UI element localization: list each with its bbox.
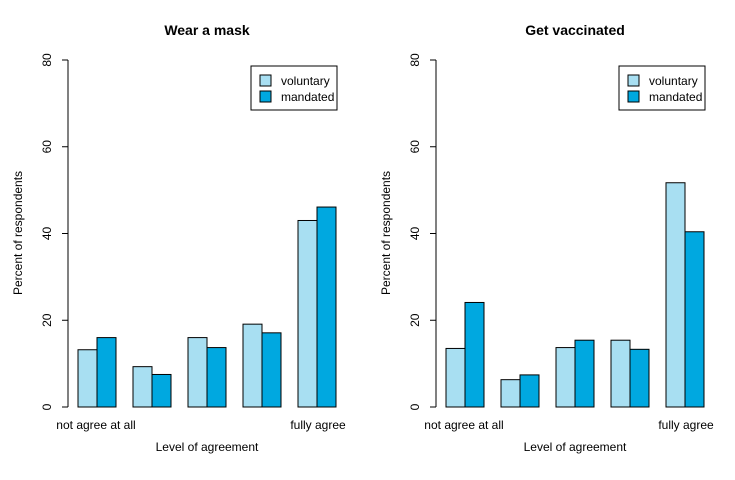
legend-swatch-mandated bbox=[627, 90, 640, 103]
bar-voluntary-3 bbox=[187, 337, 208, 408]
x-axis-label: Level of agreement bbox=[524, 440, 627, 454]
chart-title: Get vaccinated bbox=[525, 22, 625, 38]
chart-panel-vaccinated: Get vaccinated 0 20 40 60 80 not agree at al… bbox=[379, 22, 714, 454]
bar-voluntary-4 bbox=[242, 323, 263, 408]
bar-mandated-3 bbox=[206, 347, 227, 408]
bar-voluntary-4 bbox=[610, 339, 631, 408]
y-tick-label: 0 bbox=[408, 403, 422, 410]
legend-swatch-voluntary bbox=[627, 74, 640, 87]
y-ticks: 0 20 40 60 80 bbox=[40, 53, 68, 410]
bar-mandated-5 bbox=[316, 206, 337, 408]
bar-voluntary-2 bbox=[500, 379, 521, 408]
bar-mandated-1 bbox=[96, 337, 117, 408]
bar-mandated-4 bbox=[629, 348, 650, 408]
y-tick-label: 80 bbox=[40, 53, 54, 67]
legend-swatch-voluntary bbox=[259, 74, 272, 87]
legend-box bbox=[618, 65, 706, 111]
x-tick-label-last: fully agree bbox=[658, 418, 714, 432]
y-tick-label: 80 bbox=[408, 53, 422, 67]
bar-mandated-5 bbox=[684, 231, 705, 408]
bar-voluntary-3 bbox=[555, 347, 576, 408]
bars bbox=[445, 182, 705, 408]
legend: voluntary mandated bbox=[618, 65, 706, 111]
x-tick-label-first: not agree at all bbox=[56, 418, 135, 432]
legend-box bbox=[250, 65, 338, 111]
legend-label-voluntary: voluntary bbox=[649, 74, 698, 88]
legend-label-voluntary: voluntary bbox=[281, 74, 330, 88]
legend-label-mandated: mandated bbox=[281, 90, 334, 104]
x-tick-label-first: not agree at all bbox=[424, 418, 503, 432]
bar-voluntary-5 bbox=[665, 182, 686, 408]
bar-voluntary-2 bbox=[132, 366, 153, 408]
bar-mandated-2 bbox=[151, 373, 172, 408]
bar-mandated-3 bbox=[574, 339, 595, 408]
y-axis-label: Percent of respondents bbox=[11, 171, 25, 295]
bar-voluntary-5 bbox=[297, 219, 318, 408]
y-tick-label: 0 bbox=[40, 403, 54, 410]
y-ticks: 0 20 40 60 80 bbox=[408, 53, 436, 410]
x-axis-label: Level of agreement bbox=[156, 440, 259, 454]
y-tick-label: 40 bbox=[40, 227, 54, 241]
y-tick-label: 20 bbox=[40, 313, 54, 327]
bar-voluntary-1 bbox=[445, 347, 466, 408]
y-tick-label: 20 bbox=[408, 313, 422, 327]
legend: voluntary mandated bbox=[250, 65, 338, 111]
y-tick-label: 60 bbox=[408, 140, 422, 154]
bar-mandated-1 bbox=[464, 301, 485, 408]
x-tick-label-last: fully agree bbox=[290, 418, 346, 432]
bar-voluntary-1 bbox=[77, 349, 98, 408]
y-axis-label: Percent of respondents bbox=[379, 171, 393, 295]
bars bbox=[77, 206, 337, 408]
y-tick-label: 40 bbox=[408, 227, 422, 241]
legend-label-mandated: mandated bbox=[649, 90, 702, 104]
bar-mandated-2 bbox=[519, 374, 540, 408]
chart-title: Wear a mask bbox=[164, 22, 250, 38]
chart-panel-mask: Wear a mask 0 20 40 60 80 not agree at all f… bbox=[11, 22, 346, 454]
bar-mandated-4 bbox=[261, 332, 282, 408]
y-tick-label: 60 bbox=[40, 140, 54, 154]
legend-swatch-mandated bbox=[259, 90, 272, 103]
